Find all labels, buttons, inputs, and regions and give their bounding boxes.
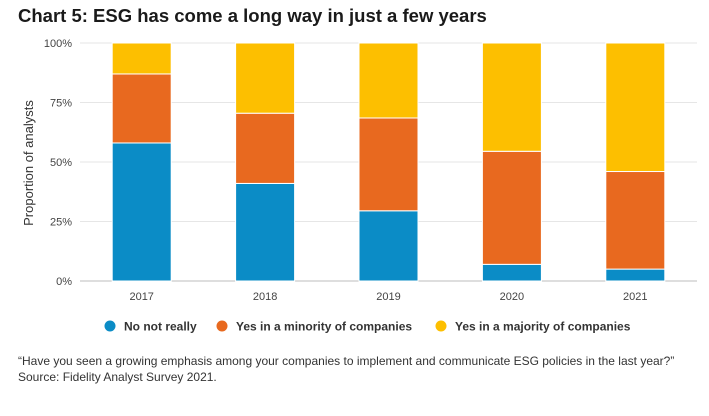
bar-2021-series-0 [605, 268, 666, 282]
survey-question: “Have you seen a growing emphasis among … [18, 354, 675, 368]
legend-marker [435, 320, 447, 332]
bar-2018-series-1 [235, 112, 296, 184]
x-tick-label: 2019 [376, 291, 400, 303]
x-tick-label: 2017 [129, 291, 153, 303]
bar-2019-series-0 [358, 210, 419, 282]
bar-2018-series-0 [235, 182, 296, 282]
legend-marker [216, 320, 228, 332]
x-tick-label: 2021 [623, 291, 647, 303]
bar-2020-series-1 [481, 150, 542, 265]
legend-label: Yes in a minority of companies [236, 320, 412, 334]
y-axis-ticks: 0% 25% 50% 75% 100% [44, 38, 72, 288]
y-tick-label: 25% [50, 217, 72, 229]
legend-label: Yes in a majority of companies [455, 320, 631, 334]
x-axis-ticks: 2017 2018 2019 2020 2021 [129, 291, 647, 303]
legend: No not really Yes in a minority of compan… [104, 320, 631, 334]
bar-2020-series-0 [481, 263, 542, 282]
source-note: Source: Fidelity Analyst Survey 2021. [18, 370, 217, 384]
y-tick-label: 75% [50, 98, 72, 110]
bar-2021-series-2 [605, 42, 666, 173]
y-tick-label: 100% [44, 38, 72, 50]
stacked-bar-chart: 0% 25% 50% 75% 100% 2017 2018 2019 2020 2021 Pro… [21, 38, 697, 334]
bar-2019-series-1 [358, 117, 419, 212]
legend-marker [104, 320, 116, 332]
bar-2017-series-0 [111, 142, 172, 282]
x-tick-label: 2020 [500, 291, 524, 303]
bar-2017-series-2 [111, 42, 172, 75]
chart-title: Chart 5: ESG has come a long way in just… [18, 5, 487, 26]
y-tick-label: 50% [50, 157, 72, 169]
bar-2021-series-1 [605, 171, 666, 270]
y-axis-label: Proportion of analysts [21, 100, 36, 226]
bar-2017-series-1 [111, 73, 172, 144]
chart-notes: “Have you seen a growing emphasis among … [18, 353, 674, 385]
y-tick-label: 0% [56, 276, 72, 288]
bar-2018-series-2 [235, 42, 296, 114]
x-tick-label: 2018 [253, 291, 277, 303]
bar-2019-series-2 [358, 42, 419, 119]
legend-label: No not really [124, 320, 197, 334]
bars [111, 42, 666, 282]
bar-2020-series-2 [481, 42, 542, 152]
